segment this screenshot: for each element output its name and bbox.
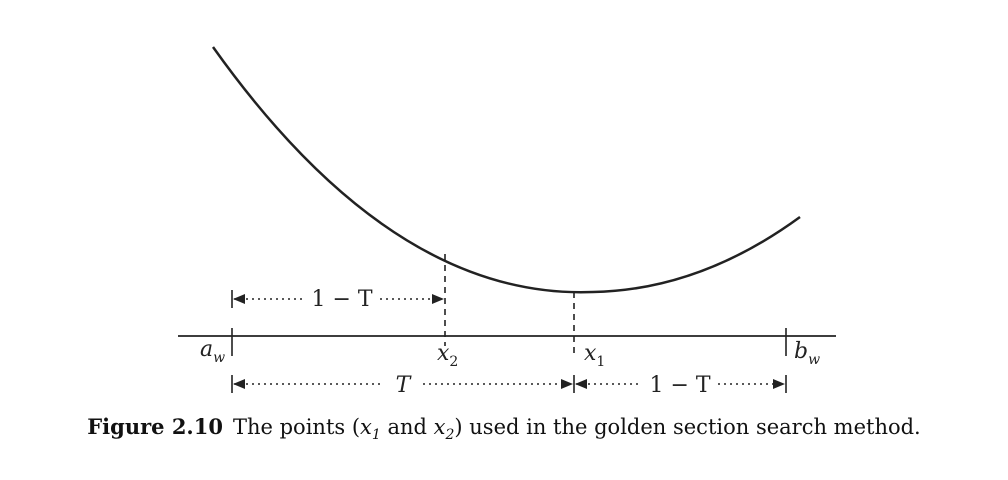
caption-x2: x2 [433,415,455,444]
caption-x1: x1 [360,415,381,444]
x2-label: x2 [437,341,458,370]
figure-number: Figure 2.10 [87,414,223,439]
caption-text-1: The points ( [232,415,361,439]
caption-and: and [380,415,434,439]
golden-section-diagram: 1 − T T 1 − T aw x2 x1 bw [178,46,836,398]
lower-1mt-label: 1 − T [649,373,710,398]
caption-text-2: ) used in the golden section search meth… [454,415,921,439]
lower-t-label: T [396,373,413,398]
b-w-label: bw [794,339,820,368]
upper-interval-label: 1 − T [311,287,372,312]
function-curve [211,46,801,294]
x1-label: x1 [584,341,605,370]
figure-caption: Figure 2.10 The points (x1 and x2) used i… [0,414,1008,443]
a-w-label: aw [200,337,225,366]
